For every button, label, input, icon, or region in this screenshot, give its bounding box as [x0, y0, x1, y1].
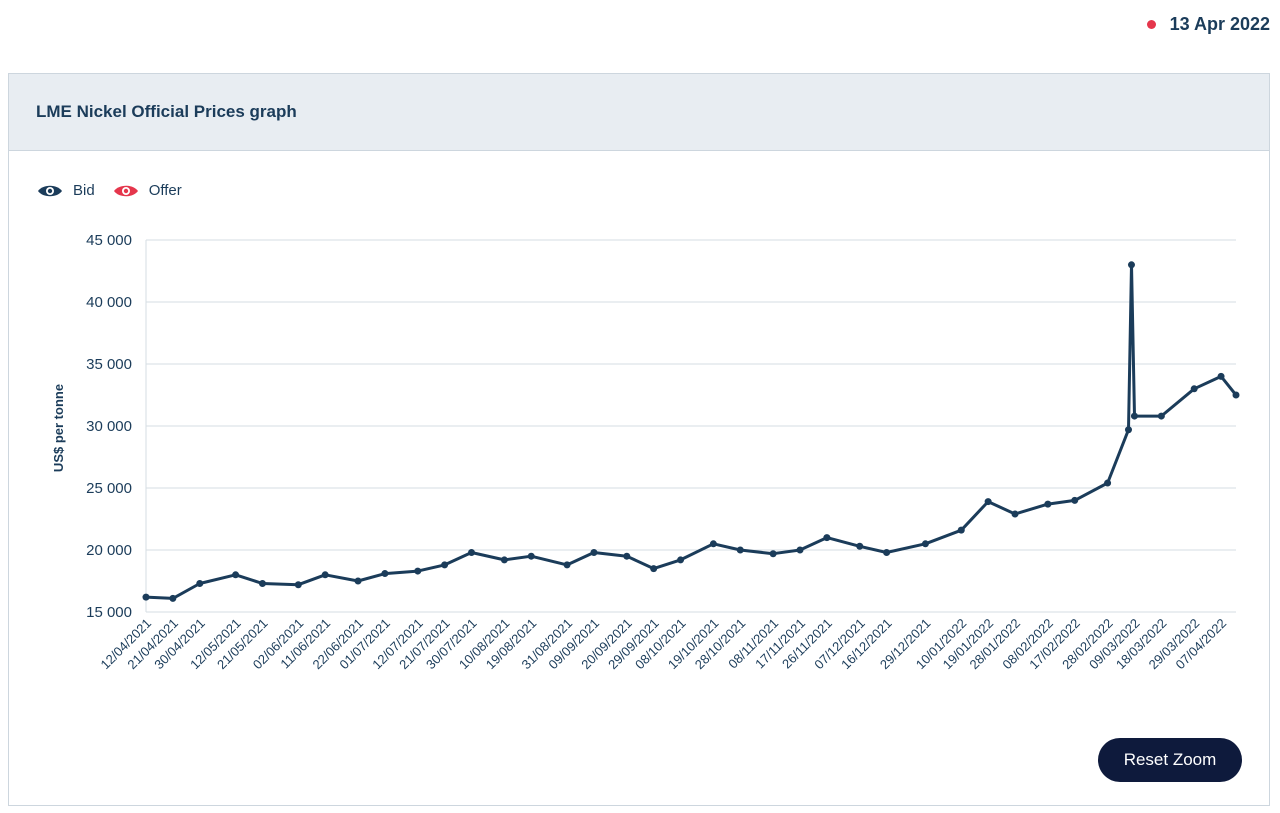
eye-icon [113, 185, 138, 196]
data-point[interactable] [883, 548, 891, 556]
data-point[interactable] [650, 565, 658, 573]
data-point[interactable] [258, 579, 266, 587]
y-tick-label: 25 000 [86, 480, 132, 497]
data-point[interactable] [1071, 496, 1079, 504]
data-point[interactable] [196, 579, 204, 587]
chart-panel: LME Nickel Official Prices graph Bid Off… [8, 73, 1270, 806]
chart-grid [145, 239, 1236, 613]
data-point[interactable] [709, 540, 717, 548]
data-point[interactable] [677, 556, 685, 564]
data-point[interactable] [527, 552, 535, 560]
data-point[interactable] [590, 548, 598, 556]
data-point[interactable] [1124, 426, 1132, 434]
data-point[interactable] [294, 581, 302, 589]
legend-item-offer[interactable]: Offer [113, 182, 182, 199]
y-axis-label: US$ per tonne [51, 384, 66, 472]
data-point[interactable] [169, 594, 177, 602]
eye-icon [38, 185, 62, 196]
data-point[interactable] [563, 561, 571, 569]
y-tick-label: 45 000 [86, 232, 132, 249]
panel-title: LME Nickel Official Prices graph [36, 102, 297, 121]
data-point[interactable] [321, 571, 329, 579]
data-point[interactable] [1011, 510, 1019, 518]
data-point[interactable] [500, 556, 508, 564]
data-point[interactable] [232, 571, 240, 579]
price-chart[interactable]: 15 000 20 000 25 000 30 000 35 000 40 000 45 0… [9, 74, 1271, 807]
panel-header: LME Nickel Official Prices graph [9, 74, 1269, 151]
series-bid [142, 261, 1240, 602]
data-point[interactable] [1157, 412, 1165, 420]
legend-label-offer: Offer [148, 182, 182, 199]
y-tick-label: 15 000 [86, 604, 132, 621]
data-point[interactable] [1130, 412, 1138, 420]
data-point[interactable] [1044, 500, 1052, 508]
data-point[interactable] [142, 593, 150, 601]
date-indicator: 13 Apr 2022 [1146, 14, 1270, 35]
y-tick-label: 40 000 [86, 294, 132, 311]
data-point[interactable] [921, 540, 929, 548]
data-point[interactable] [1127, 261, 1135, 269]
series-line-bid [145, 263, 1238, 600]
data-point[interactable] [1232, 391, 1240, 399]
data-point[interactable] [796, 546, 804, 554]
data-point[interactable] [856, 542, 864, 550]
data-point[interactable] [984, 498, 992, 506]
data-point[interactable] [441, 561, 449, 569]
data-point[interactable] [354, 577, 362, 585]
chart-legend: Bid Offer [37, 182, 182, 199]
data-point[interactable] [1217, 372, 1225, 380]
data-point[interactable] [381, 570, 389, 578]
reset-zoom-button[interactable]: Reset Zoom [1098, 738, 1242, 782]
x-axis-ticks: 12/04/202121/04/202130/04/202112/05/2021… [97, 616, 1229, 673]
legend-label-bid: Bid [73, 182, 95, 199]
data-point[interactable] [957, 526, 965, 534]
y-tick-label: 35 000 [86, 356, 132, 373]
data-point[interactable] [1104, 479, 1112, 487]
status-dot [1146, 20, 1156, 29]
data-point[interactable] [414, 567, 422, 575]
data-point[interactable] [623, 552, 631, 560]
y-tick-label: 30 000 [86, 418, 132, 435]
data-point[interactable] [468, 548, 476, 556]
data-point[interactable] [769, 550, 777, 558]
y-axis-ticks: 15 000 20 000 25 000 30 000 35 000 40 000 45 0… [86, 232, 132, 621]
data-point[interactable] [823, 534, 831, 542]
current-date: 13 Apr 2022 [1169, 14, 1270, 34]
data-point[interactable] [736, 546, 744, 554]
y-tick-label: 20 000 [86, 542, 132, 559]
legend-item-bid[interactable]: Bid [37, 182, 95, 199]
data-point[interactable] [1190, 385, 1198, 393]
